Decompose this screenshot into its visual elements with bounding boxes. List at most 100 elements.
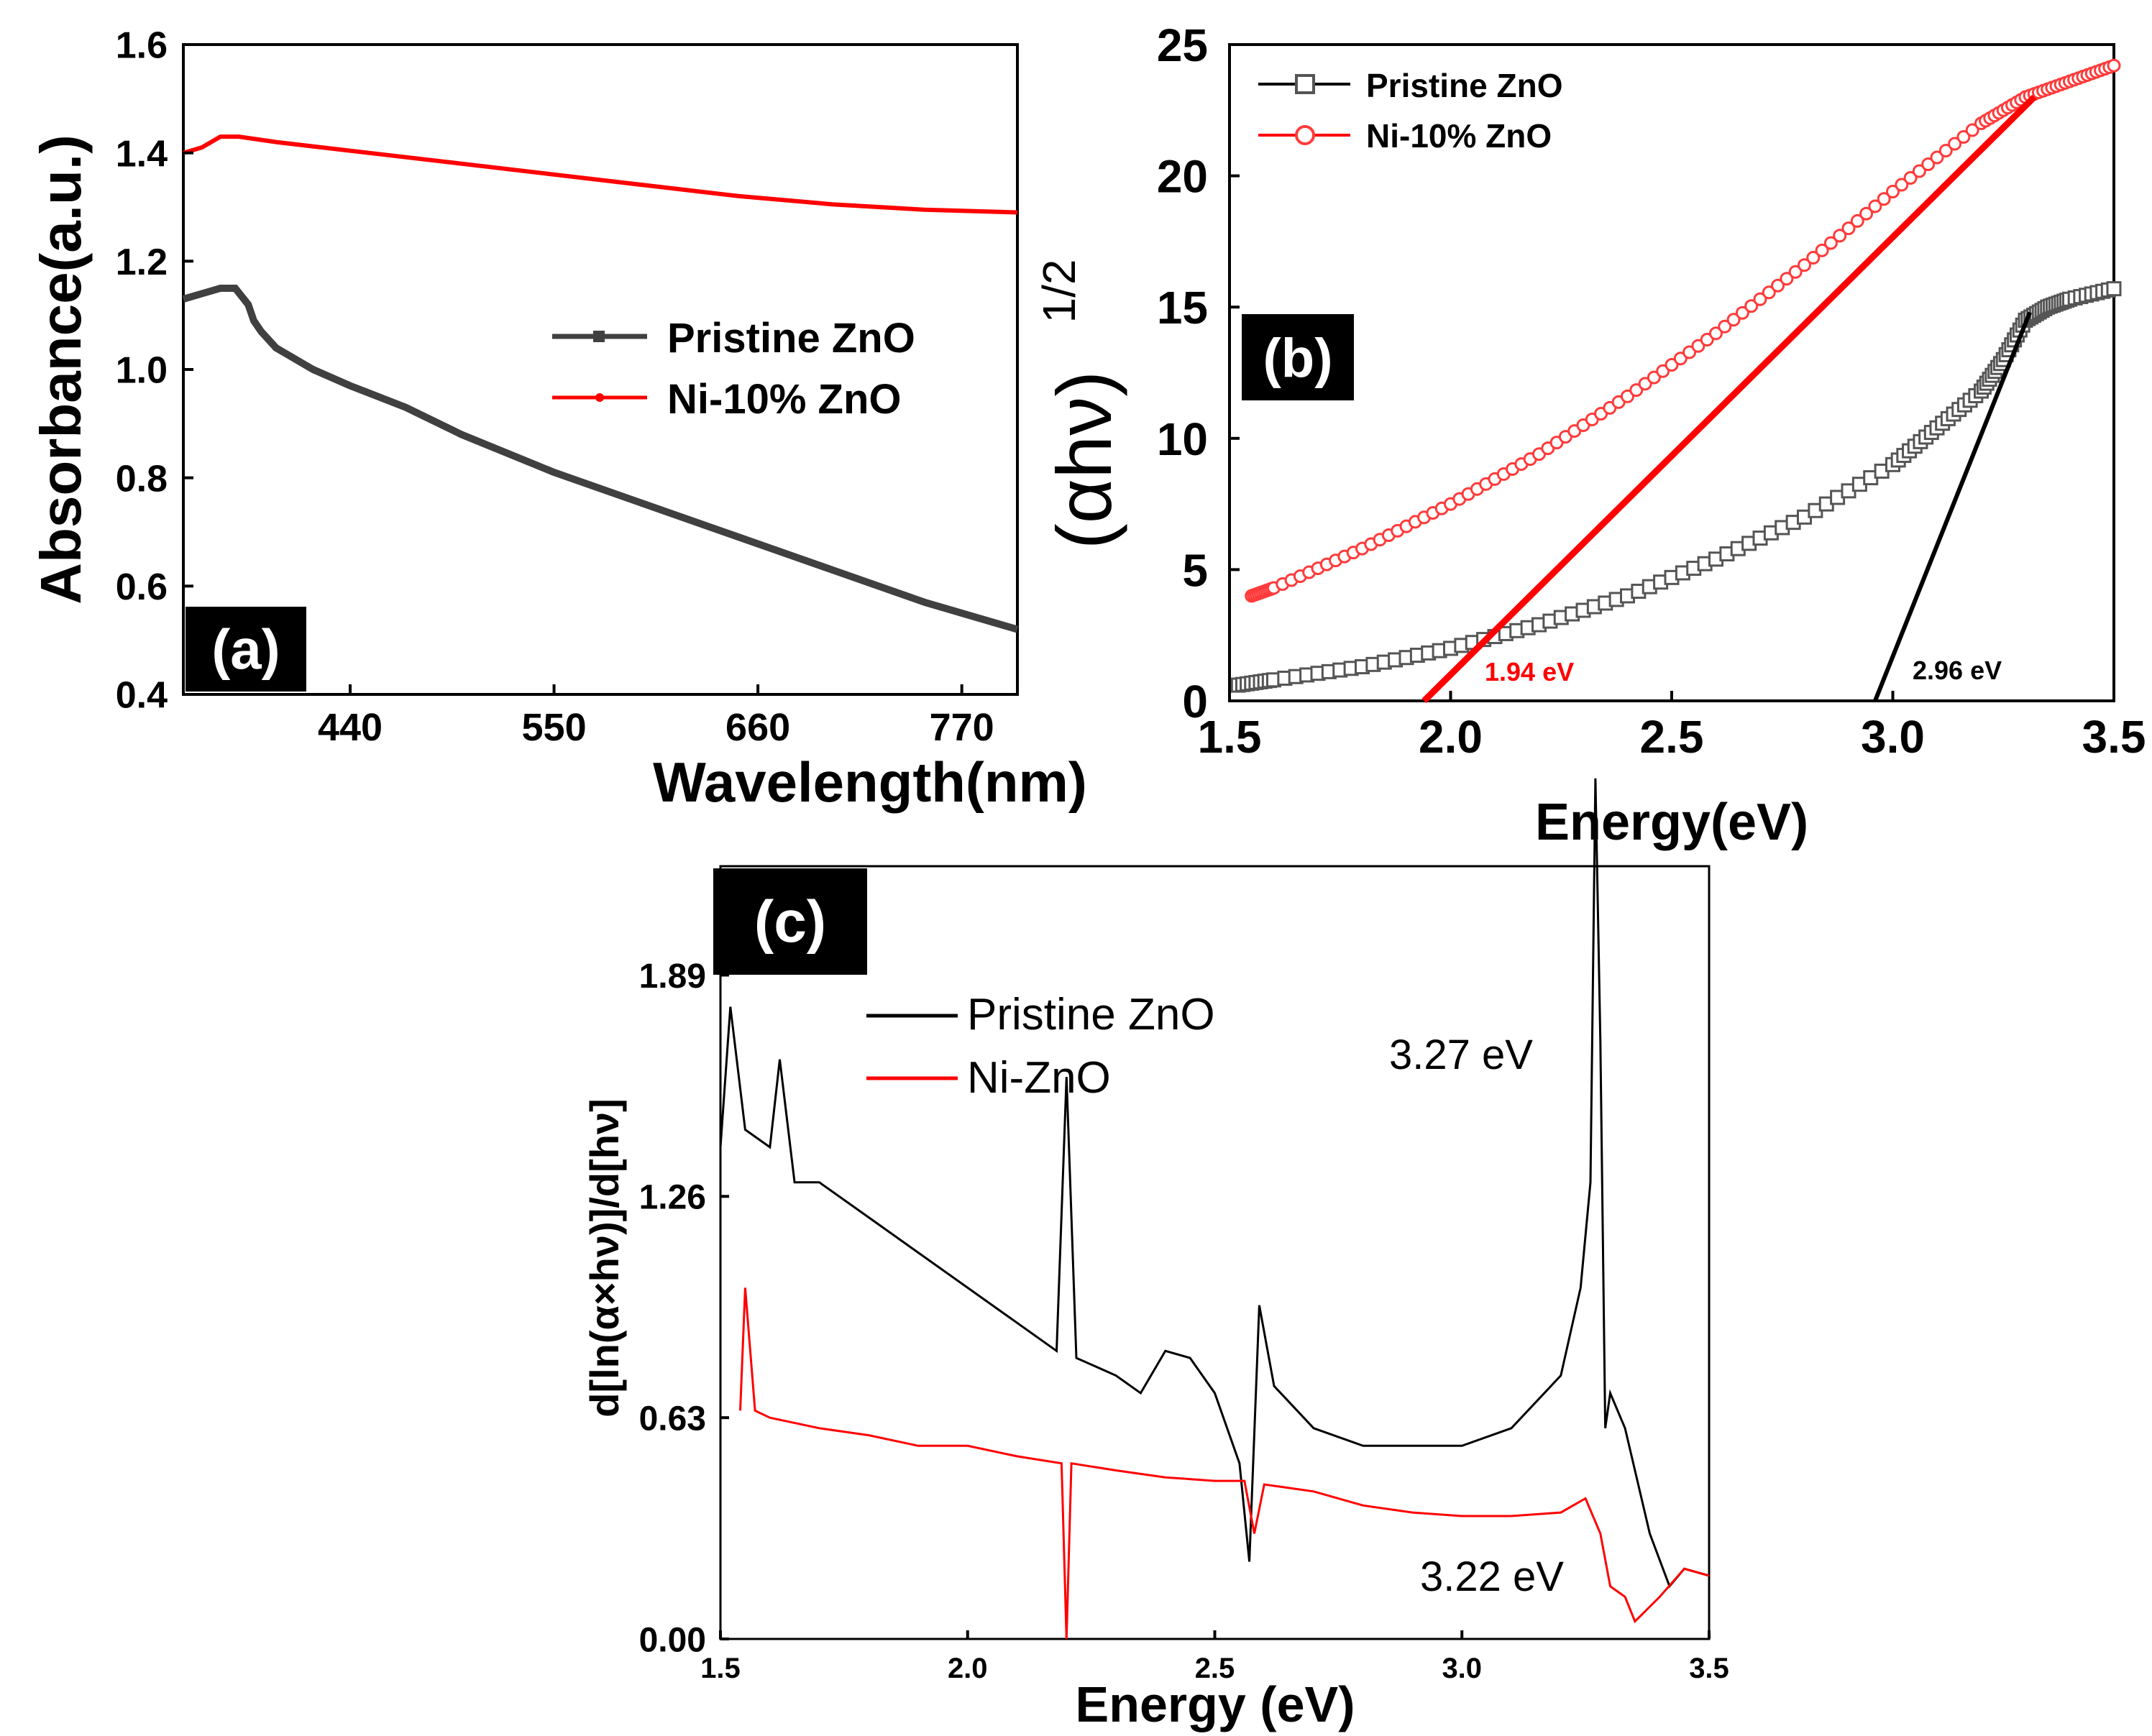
panel-a-legend: Pristine ZnO Ni-10% ZnO [552,315,915,423]
data-point-ni [1877,192,1891,206]
x-tick-label: 2.0 [1419,711,1483,763]
data-point-ni [1823,236,1838,250]
panel-c-legend-pristine: Pristine ZnO [967,990,1215,1039]
data-point-ni [1895,178,1909,192]
legend-marker-pristine [593,331,605,342]
data-point-ni [1930,150,1944,165]
data-point-ni [1691,339,1705,353]
panel-c-y-ticks: 0.00 0.63 1.26 1.89 [639,957,729,1659]
data-point-ni [2107,58,2121,73]
data-point-ni [1665,358,1679,372]
data-point-ni [1938,144,1953,158]
data-point-ni [1629,383,1644,398]
y-tick-label: 0.8 [116,458,168,500]
data-point-ni [1833,229,1847,243]
x-tick-label: 660 [725,706,790,749]
data-point-ni [1868,199,1882,213]
data-point-ni [1850,213,1864,228]
y-tick-label: 0.00 [639,1621,706,1659]
panel-b-legend-ni: Ni-10% ZnO [1366,117,1552,155]
x-tick-label: 2.0 [948,1653,988,1684]
data-point-ni [1912,164,1926,178]
y-tick-label: 10 [1157,413,1208,465]
data-point-ni [1771,278,1785,293]
panel-c-legend: Pristine ZnO Ni-ZnO [866,990,1215,1103]
panel-b-x-ticks: 1.5 2.0 2.5 3.0 3.5 [1198,691,2146,763]
panel-c-x-axis-title: Energy (eV) [1076,1676,1355,1732]
y-tick-label: 1.2 [116,242,168,283]
data-point-ni [1903,171,1918,185]
x-tick-label: 3.0 [1861,711,1925,763]
data-point-ni [1762,285,1776,300]
panel-b-y-axis-title-exp: 1/2 [1033,260,1085,323]
data-point-ni [1673,352,1688,366]
panel-c-label: (c) [754,889,826,955]
y-tick-label: 1.89 [639,957,706,996]
panel-a-y-axis-title: Absorbance(a.u.) [29,134,93,604]
data-point-ni [1886,185,1900,199]
data-point-ni [1948,137,1962,151]
x-tick-label: 2.5 [1195,1653,1235,1684]
legend-marker-pristine-b [1295,74,1315,94]
data-point-ni [1709,326,1723,341]
data-point-ni [1815,243,1829,257]
data-point-ni [1956,130,1971,144]
panel-b-label: (b) [1263,328,1332,389]
data-point-ni [1647,370,1661,385]
y-tick-label: 5 [1182,544,1208,596]
data-point-ni [1841,221,1856,236]
panel-a: 0.4 0.6 0.8 1.0 1.2 1.4 1.6 440 550 660 770 Wavel… [29,25,1087,814]
data-point-ni [1806,251,1821,265]
panel-b-y-axis-title-main: (αhν) [1040,371,1127,549]
panel-a-label-box [186,607,306,692]
panel-c-x-ticks: 1.5 2.0 2.5 3.0 3.5 [700,1630,1729,1684]
panel-b-y-ticks: 0 5 10 15 20 25 [1157,19,1240,727]
y-tick-label: 0.4 [116,675,168,717]
panel-a-legend-ni: Ni-10% ZnO [667,376,902,423]
panel-c-annotation-3-22: 3.22 eV [1420,1553,1564,1600]
panel-c-frame [719,865,1711,1640]
panel-b-x-axis-title: Energy(eV) [1535,794,1808,851]
panel-b-fit-line-pristine [1873,311,2032,702]
y-tick-label: 20 [1157,151,1208,203]
x-tick-label: 3.5 [2082,711,2146,763]
panel-c-legend-ni: Ni-ZnO [967,1053,1111,1103]
panel-a-label: (a) [211,617,280,681]
y-tick-label: 0 [1182,676,1208,727]
panel-b-annotation-1-94: 1.94 eV [1485,657,1574,686]
data-point-ni [1682,345,1697,359]
panel-b-frame [1228,43,2115,702]
data-point-ni [1744,299,1759,313]
y-tick-label: 1.0 [116,350,168,392]
data-point-ni [1780,272,1794,286]
x-tick-label: 3.5 [1689,1653,1729,1684]
x-tick-label: 1.5 [700,1653,741,1684]
panel-c-annotation-3-27: 3.27 eV [1389,1032,1533,1078]
data-point-ni [1700,332,1714,346]
x-tick-label: 770 [930,706,994,749]
panel-b-annotation-2-96: 2.96 eV [1913,656,2002,685]
data-point-ni [1656,364,1670,378]
x-tick-label: 2.5 [1640,711,1704,763]
panel-a-legend-pristine: Pristine ZnO [667,315,915,362]
data-point-ni [1859,206,1874,221]
y-tick-label: 1.26 [639,1179,706,1217]
data-point-ni [1638,377,1652,391]
data-point-ni [1921,157,1936,172]
data-point-ni [1718,319,1732,334]
panel-b-y-axis-title: (αhν) 1/2 [1033,260,1127,550]
panel-c-series-pristine-zno [719,778,1710,1589]
legend-marker-ni-b [1295,125,1315,145]
panel-a-x-ticks: 440 550 660 770 [318,684,994,749]
panel-c-y-axis-title: d[ln(α×hν)]/d[hν] [582,1098,627,1417]
panel-b-series-ni-10-zno [1245,58,2121,603]
data-point-pristine [2106,281,2122,297]
y-tick-label: 0.63 [639,1400,706,1438]
panel-c-series-ni-zno [739,1287,1710,1640]
y-tick-label: 0.6 [116,566,168,608]
panel-b-series-pristine-zno [1230,281,2122,693]
panel-b: 0 5 10 15 20 25 1.5 2.0 2.5 3.0 3.5 1.94 eV 2.96 … [1033,19,2146,851]
panel-b-fit-line-ni [1421,94,2037,704]
panel-a-series-ni-10-zno [183,134,1018,215]
x-tick-label: 1.5 [1198,711,1262,763]
